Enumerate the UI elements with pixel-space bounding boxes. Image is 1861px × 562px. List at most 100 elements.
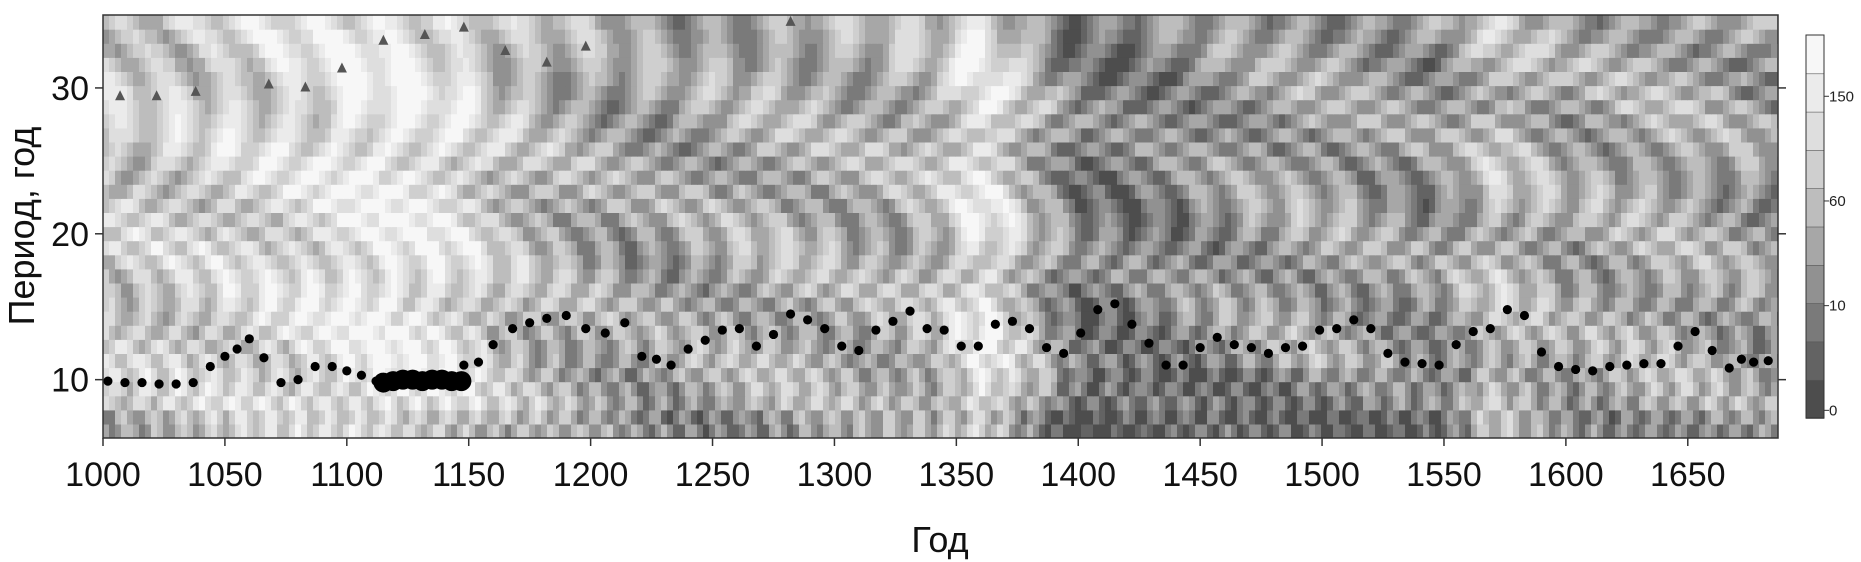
heatmap-cell <box>1177 297 1184 312</box>
heatmap-cell <box>1729 381 1736 397</box>
heatmap-cell <box>1705 409 1712 425</box>
heatmap-cell <box>613 381 620 397</box>
heatmap-cell <box>1447 339 1454 354</box>
heatmap-cell <box>1627 395 1634 411</box>
heatmap-cell <box>1063 423 1070 438</box>
heatmap-cell <box>1159 268 1166 284</box>
heatmap-cell <box>1429 240 1436 256</box>
heatmap-cell <box>1231 381 1238 397</box>
heatmap-cell <box>289 268 296 284</box>
heatmap-cell <box>1471 381 1478 397</box>
heatmap-cell <box>373 367 380 383</box>
heatmap-cell <box>1489 184 1496 199</box>
heatmap-cell <box>751 297 758 312</box>
heatmap-cell <box>655 381 662 397</box>
heatmap-cell <box>103 240 110 256</box>
heatmap-cell <box>1669 212 1676 228</box>
heatmap-cell <box>1153 268 1160 284</box>
heatmap-cell <box>319 311 326 326</box>
heatmap-cell <box>1591 395 1598 411</box>
heatmap-cell <box>1159 226 1166 242</box>
heatmap-cell <box>1195 367 1202 383</box>
heatmap-cell <box>715 297 722 312</box>
heatmap-cell <box>301 395 308 411</box>
heatmap-cell <box>805 240 812 256</box>
heatmap-cell <box>619 395 626 411</box>
heatmap-cell <box>799 395 806 411</box>
heatmap-cell <box>1255 198 1262 213</box>
heatmap-cell <box>433 395 440 411</box>
heatmap-cell <box>1231 254 1238 270</box>
heatmap-cell <box>1165 240 1172 256</box>
heatmap-cell <box>1177 339 1184 354</box>
heatmap-cell <box>1117 212 1124 228</box>
heatmap-cell <box>889 184 896 199</box>
heatmap-cell <box>559 240 566 256</box>
heatmap-cell <box>985 409 992 425</box>
heatmap-cell <box>889 212 896 228</box>
heatmap-cell <box>157 395 164 411</box>
heatmap-cell <box>337 282 344 298</box>
heatmap-cell <box>985 226 992 242</box>
heatmap-cell <box>217 409 224 425</box>
heatmap-cell <box>529 353 536 369</box>
heatmap-cell <box>1633 254 1640 270</box>
heatmap-cell <box>601 184 608 199</box>
heatmap-cell <box>907 226 914 242</box>
heatmap-cell <box>289 254 296 270</box>
heatmap-cell <box>1687 395 1694 411</box>
heatmap-cell <box>1105 212 1112 228</box>
heatmap-cell <box>361 381 368 397</box>
heatmap-cell <box>277 240 284 256</box>
heatmap-cell <box>409 212 416 228</box>
heatmap-cell <box>1003 212 1010 228</box>
heatmap-cell <box>463 240 470 256</box>
heatmap-cell <box>187 282 194 298</box>
heatmap-cell <box>1447 198 1454 213</box>
heatmap-cell <box>211 198 218 213</box>
heatmap-cell <box>349 240 356 256</box>
heatmap-cell <box>841 311 848 326</box>
heatmap-cell <box>1513 254 1520 270</box>
heatmap-cell <box>631 367 638 383</box>
heatmap-cell <box>793 381 800 397</box>
heatmap-cell <box>661 212 668 228</box>
heatmap-cell <box>1573 226 1580 242</box>
heatmap-cell <box>1267 240 1274 256</box>
heatmap-cell <box>1297 381 1304 397</box>
heatmap-cell <box>1735 325 1742 340</box>
heatmap-cell <box>1027 240 1034 256</box>
heatmap-cell <box>799 226 806 242</box>
heatmap-cell <box>355 311 362 326</box>
heatmap-cell <box>199 254 206 270</box>
heatmap-cell <box>493 198 500 213</box>
heatmap-cell <box>823 423 830 438</box>
heatmap-cell <box>697 339 704 354</box>
heatmap-cell <box>841 409 848 425</box>
heatmap-cell <box>1261 311 1268 326</box>
heatmap-cell <box>997 381 1004 397</box>
heatmap-cell <box>1249 184 1256 199</box>
heatmap-cell <box>187 184 194 199</box>
heatmap-cell <box>1015 184 1022 199</box>
heatmap-cell <box>247 339 254 354</box>
heatmap-cell <box>1669 381 1676 397</box>
heatmap-cell <box>1291 353 1298 369</box>
heatmap-cell <box>1699 423 1706 438</box>
heatmap-cell <box>841 268 848 284</box>
heatmap-cell <box>1453 254 1460 270</box>
heatmap-cell <box>1075 198 1082 213</box>
heatmap-cell <box>157 282 164 298</box>
heatmap-cell <box>1273 226 1280 242</box>
heatmap-cell <box>1483 353 1490 369</box>
heatmap-cell <box>517 268 524 284</box>
heatmap-cell <box>1243 212 1250 228</box>
heatmap-cell <box>163 297 170 312</box>
heatmap-cell <box>943 268 950 284</box>
heatmap-cell <box>1027 311 1034 326</box>
heatmap-cell <box>1141 395 1148 411</box>
heatmap-cell <box>1093 240 1100 256</box>
heatmap-cell <box>1021 282 1028 298</box>
heatmap-cell <box>1717 423 1724 438</box>
heatmap-cell <box>979 297 986 312</box>
